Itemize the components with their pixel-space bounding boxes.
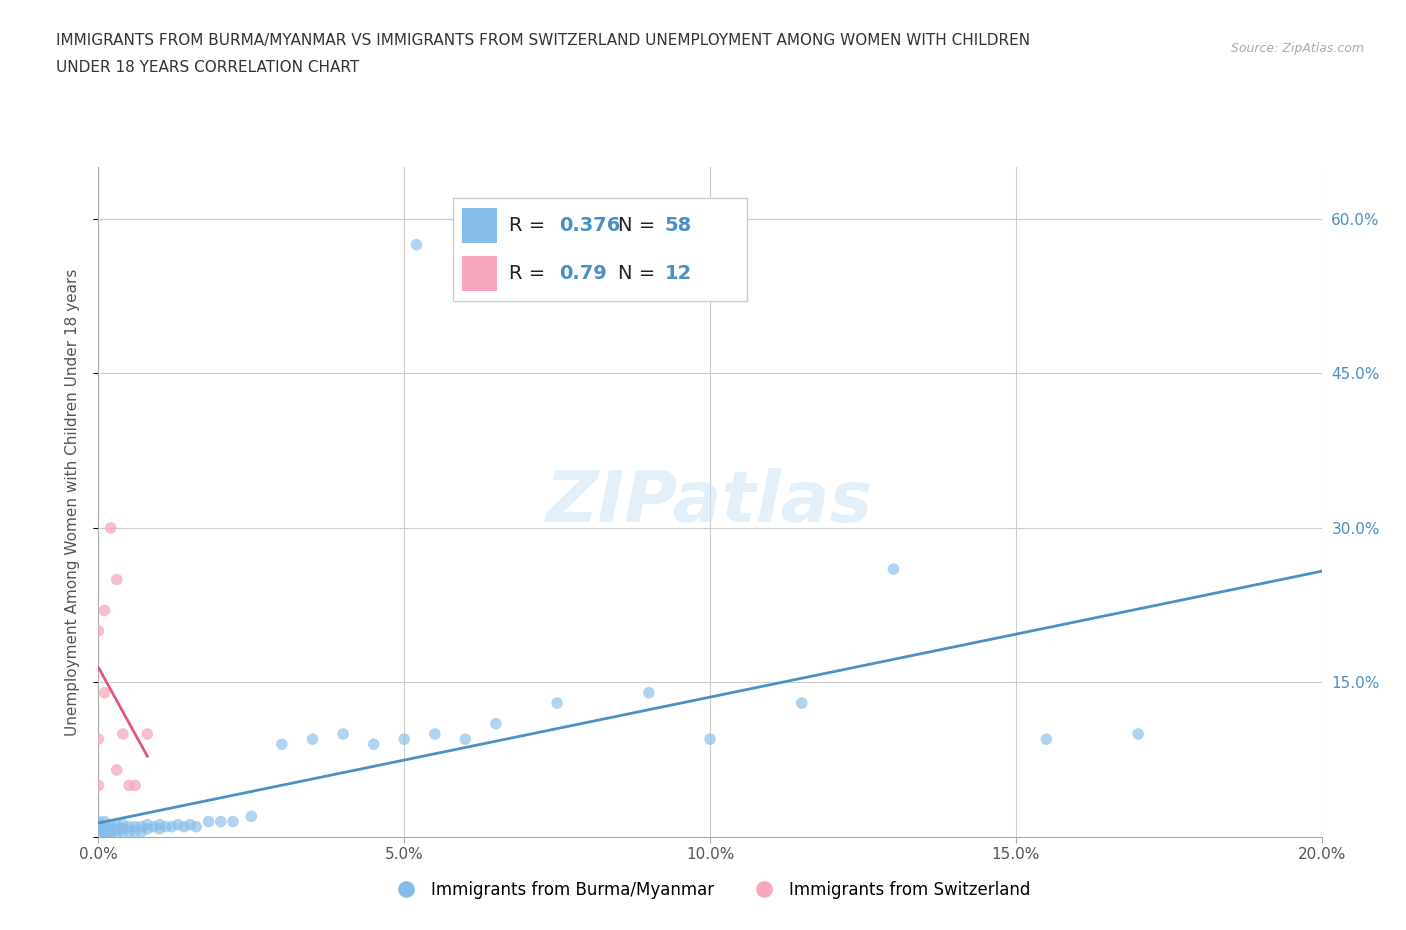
Point <box>111 821 134 836</box>
Point <box>129 824 152 839</box>
Point <box>167 817 190 832</box>
Point <box>105 822 128 837</box>
Text: 0.79: 0.79 <box>558 264 606 283</box>
Point <box>209 814 232 829</box>
Text: 0.376: 0.376 <box>558 216 620 235</box>
Point <box>699 732 721 747</box>
Text: 12: 12 <box>665 264 692 283</box>
Point <box>93 819 115 834</box>
FancyBboxPatch shape <box>463 256 498 291</box>
Point <box>423 726 446 741</box>
Point <box>87 732 110 747</box>
Point <box>136 726 159 741</box>
Point <box>1128 726 1150 741</box>
Point <box>111 726 134 741</box>
Point <box>405 237 427 252</box>
Point <box>93 828 115 843</box>
Point <box>1035 732 1057 747</box>
Point <box>883 562 905 577</box>
Point <box>142 819 165 834</box>
Text: R =: R = <box>509 216 551 235</box>
Point <box>118 819 141 834</box>
Point <box>87 819 110 834</box>
Point <box>790 696 813 711</box>
Point <box>124 824 146 839</box>
Point <box>270 737 292 751</box>
Point <box>100 824 122 839</box>
Text: IMMIGRANTS FROM BURMA/MYANMAR VS IMMIGRANTS FROM SWITZERLAND UNEMPLOYMENT AMONG : IMMIGRANTS FROM BURMA/MYANMAR VS IMMIGRA… <box>56 33 1031 47</box>
Point <box>111 817 134 832</box>
Point <box>160 819 183 834</box>
Point <box>93 685 115 700</box>
Point <box>87 821 110 836</box>
Point <box>222 814 245 829</box>
Text: UNDER 18 YEARS CORRELATION CHART: UNDER 18 YEARS CORRELATION CHART <box>56 60 360 75</box>
Point <box>149 817 172 832</box>
Point <box>118 824 141 839</box>
Point <box>93 821 115 836</box>
Point <box>173 819 195 834</box>
Point <box>105 827 128 842</box>
Point <box>197 814 219 829</box>
Point <box>149 821 172 836</box>
FancyBboxPatch shape <box>453 197 747 301</box>
Text: N =: N = <box>617 216 661 235</box>
FancyBboxPatch shape <box>463 208 498 244</box>
Point <box>124 819 146 834</box>
Text: 58: 58 <box>665 216 692 235</box>
Point <box>111 824 134 839</box>
Point <box>105 763 128 777</box>
Point <box>485 716 508 731</box>
Point <box>155 819 177 834</box>
Point <box>100 821 122 836</box>
Point <box>100 521 122 536</box>
Point <box>454 732 477 747</box>
Point <box>93 603 115 618</box>
Point <box>87 827 110 842</box>
Point <box>301 732 323 747</box>
Point <box>363 737 385 751</box>
Point <box>332 726 354 741</box>
Point <box>118 778 141 793</box>
Point <box>87 830 110 844</box>
Text: Source: ZipAtlas.com: Source: ZipAtlas.com <box>1230 42 1364 55</box>
Point <box>392 732 416 747</box>
Text: N =: N = <box>617 264 661 283</box>
Point <box>136 817 159 832</box>
Point <box>546 696 568 711</box>
Point <box>87 814 110 829</box>
Point <box>87 778 110 793</box>
Point <box>100 827 122 842</box>
Point <box>240 809 263 824</box>
Legend: Immigrants from Burma/Myanmar, Immigrants from Switzerland: Immigrants from Burma/Myanmar, Immigrant… <box>382 874 1038 906</box>
Point <box>105 572 128 587</box>
Point <box>136 821 159 836</box>
Point <box>93 824 115 839</box>
Point <box>124 778 146 793</box>
Point <box>129 819 152 834</box>
Point <box>179 817 201 832</box>
Point <box>87 623 110 638</box>
Point <box>105 817 128 832</box>
Text: R =: R = <box>509 264 551 283</box>
Y-axis label: Unemployment Among Women with Children Under 18 years: Unemployment Among Women with Children U… <box>65 269 80 736</box>
Point <box>87 824 110 839</box>
Point <box>186 819 208 834</box>
Point <box>93 814 115 829</box>
Point <box>100 817 122 832</box>
Text: ZIPatlas: ZIPatlas <box>547 468 873 537</box>
Point <box>637 685 661 700</box>
